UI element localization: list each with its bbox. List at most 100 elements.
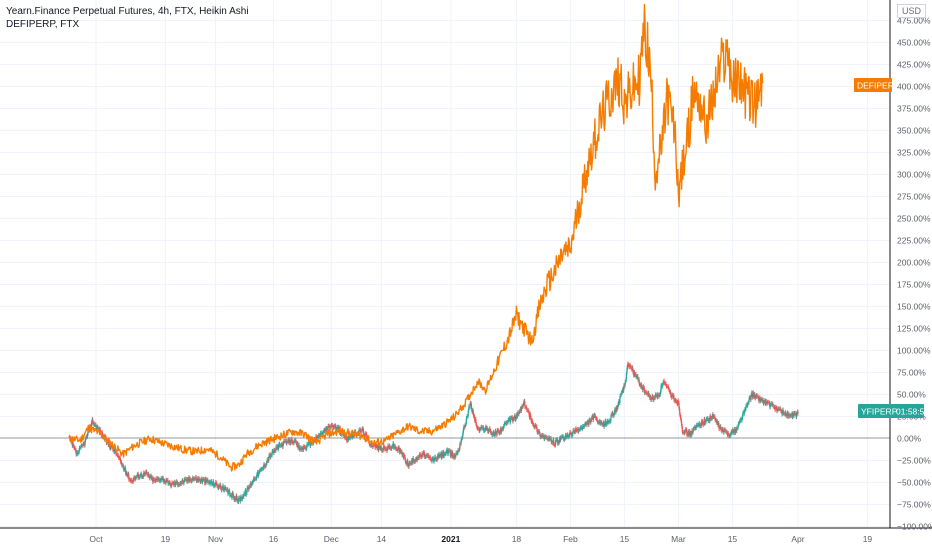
yfiperp-candle-body [200, 480, 202, 482]
x-tick-label: 19 [161, 534, 171, 544]
yfiperp-candle-body [538, 431, 541, 434]
yfiperp-candle-body [208, 481, 210, 483]
yfiperp-candle-body [507, 420, 509, 423]
yfiperp-candle-body [627, 363, 629, 366]
yfiperp-candle-body [624, 382, 626, 387]
yfiperp-candle-body [295, 440, 297, 443]
yfiperp-candle-body [162, 478, 165, 483]
yfiperp-candle-body [729, 434, 732, 436]
yfiperp-candle-body [718, 427, 721, 429]
yfiperp-candle-body [486, 428, 489, 431]
yfiperp-candle-body [753, 392, 755, 397]
yfiperp-candle-body [612, 415, 615, 417]
yfiperp-candle-body [218, 485, 221, 487]
yfiperp-candle-body [457, 450, 460, 451]
yfiperp-candle-body [302, 447, 304, 450]
yfiperp-candle-body [101, 432, 104, 438]
yfiperp-candle-body [217, 486, 219, 488]
yfiperp-candle-body [594, 415, 597, 418]
yfiperp-candle-body [763, 400, 766, 403]
yfiperp-candle-body [253, 478, 255, 480]
yfiperp-candle-body [190, 480, 192, 482]
yfiperp-candle-body [169, 483, 172, 487]
time-axis[interactable]: Oct 19 Nov 16 Dec 14 2021 18 Feb 15 Mar 15 Apr 19 [89, 534, 872, 544]
yfiperp-candle-body [231, 493, 233, 498]
yfiperp-candle-body [714, 416, 716, 421]
yfiperp-candle-body [299, 447, 302, 450]
yfiperp-candle-body [621, 392, 623, 394]
yfiperp-candle-body [187, 479, 189, 482]
yfiperp-candle-body [273, 450, 275, 453]
yfiperp-candle-body [695, 424, 698, 428]
yfiperp-candle-body [335, 425, 337, 430]
yfiperp-candle-body [648, 392, 650, 396]
yfiperp-candle-body [412, 458, 415, 462]
yfiperp-candle-body [184, 478, 186, 480]
yfiperp-candle-body [706, 418, 708, 419]
yfiperp-candle-body [639, 384, 642, 387]
yfiperp-candle-body [494, 430, 496, 436]
yfiperp-candle-body [360, 430, 363, 432]
yfiperp-candle-body [117, 455, 120, 458]
yfiperp-candle-body [321, 433, 323, 435]
yfiperp-candle-body [652, 397, 654, 400]
yfiperp-candle-body [366, 437, 368, 439]
yfiperp-candle-body [330, 426, 332, 428]
yfiperp-candle-body [682, 432, 685, 433]
yfiperp-candle-body [90, 422, 93, 427]
yfiperp-candle-body [688, 431, 690, 435]
yfiperp-candle-body [247, 487, 249, 489]
yfiperp-candle-body [633, 372, 635, 376]
yfiperp-candle-body [515, 414, 518, 419]
yfiperp-candle-body [220, 484, 222, 489]
yfiperp-candle-body [282, 443, 284, 447]
yfiperp-candle-body [178, 483, 181, 485]
yfiperp-candle-body [315, 436, 317, 441]
yfiperp-candle-body [672, 395, 674, 397]
yfiperp-candle-body [277, 446, 279, 450]
yfiperp-candle-body [377, 445, 379, 451]
yfiperp-candle-body [781, 411, 783, 415]
yfiperp-candle-body [199, 479, 201, 482]
yfiperp-candle-body [784, 412, 786, 415]
yfiperp-candle-body [279, 445, 282, 447]
main-symbol-title[interactable]: Yearn.Finance Perpetual Futures, 4h, FTX… [6, 6, 249, 17]
yfiperp-candle-body [654, 394, 656, 398]
yfiperp-candle-body [442, 452, 444, 457]
yfiperp-candle-body [739, 420, 741, 422]
yfiperp-candle-body [239, 497, 241, 502]
yfiperp-candle-body [414, 461, 416, 463]
y-tick-label: 225.00% [897, 236, 931, 246]
yfiperp-candle-body [166, 480, 168, 481]
yfiperp-candle-body [235, 495, 237, 501]
compare-symbol-title[interactable]: DEFIPERP, FTX [6, 19, 80, 30]
yfiperp-candle-body [758, 398, 760, 402]
yfiperp-candle-body [197, 478, 199, 481]
yfiperp-candle-body [750, 394, 752, 400]
yfiperp-candle-body [524, 401, 526, 407]
yfiperp-candle-body [495, 433, 498, 435]
yfiperp-candle-body [141, 476, 143, 478]
yfiperp-candle-body [402, 454, 404, 458]
yfiperp-candle-body [346, 437, 348, 441]
yfiperp-candle-body [506, 422, 508, 424]
yfiperp-candle-body [363, 433, 365, 436]
defiperp-line [68, 3, 764, 472]
yfiperp-candle-body [660, 385, 662, 392]
yfiperp-candle-body [347, 437, 349, 440]
price-axis[interactable]: 475.00% 450.00% 425.00% 400.00% 375.00% 350.0… [897, 16, 932, 532]
yfiperp-candle-body [297, 443, 299, 448]
yfiperp-candle-body [420, 454, 422, 457]
yfiperp-candle-body [317, 437, 319, 439]
yfiperp-candle-body [205, 479, 208, 483]
yfiperp-candle-body [428, 456, 430, 458]
yfiperp-candle-body [204, 478, 206, 484]
yfiperp-candle-body [336, 427, 338, 430]
currency-label[interactable]: USD [896, 4, 926, 18]
yfiperp-candle-body [759, 397, 761, 402]
yfiperp-candle-body [271, 451, 273, 456]
yfiperp-candle-body [288, 439, 291, 443]
yfiperp-candle-body [403, 455, 405, 458]
yfiperp-candle-body [252, 481, 254, 483]
